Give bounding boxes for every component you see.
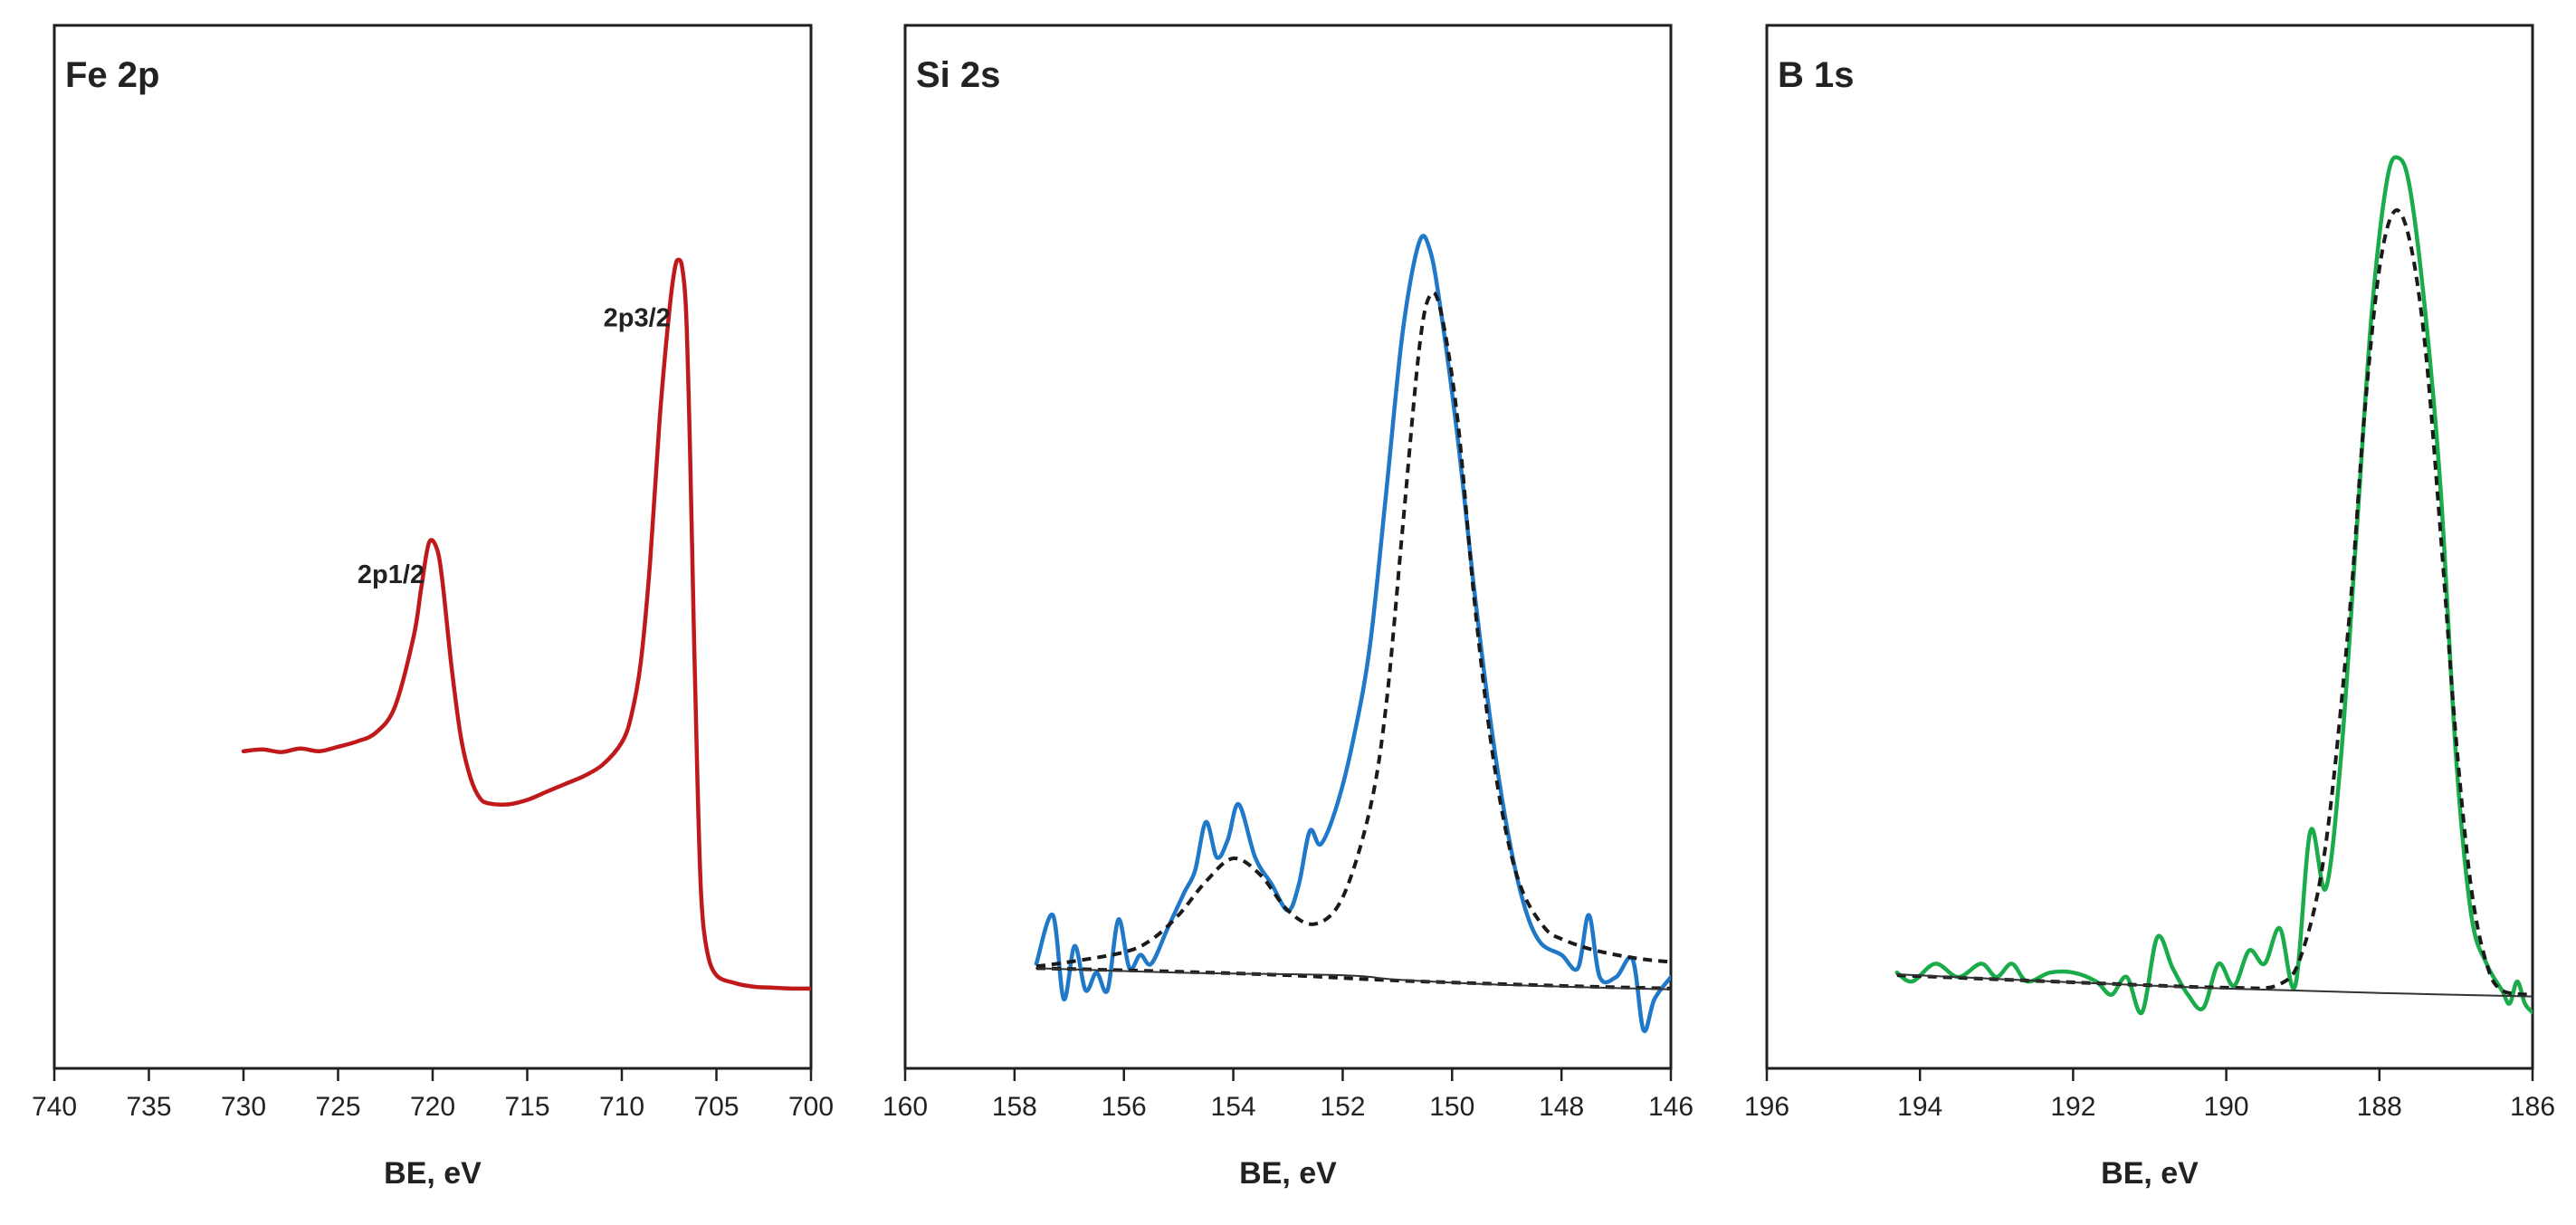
si-2s-series-solid-0 — [1034, 234, 1671, 1034]
b-1s-x-tick-label: 196 — [1744, 1092, 1789, 1122]
si-2s-x-tick-label: 160 — [883, 1092, 928, 1122]
fe-2p-x-tick-label: 705 — [693, 1092, 739, 1122]
si-2s-plot-frame — [903, 24, 1673, 1070]
fe-2p-x-tick-label: 735 — [126, 1092, 171, 1122]
si-2s-panel-title: Si 2s — [916, 55, 1000, 95]
b-1s-panel-title: B 1s — [1778, 55, 1855, 95]
fe-2p-x-tick-label: 715 — [504, 1092, 549, 1122]
b-1s-x-tick-label: 186 — [2510, 1092, 2555, 1122]
b-1s-x-tick-label: 188 — [2357, 1092, 2402, 1122]
fe-2p-x-tick-label: 725 — [315, 1092, 360, 1122]
si-2s-panel: Si 2s BE, eV 160 158 156 154 152 150 148 146 — [883, 24, 1693, 1191]
si-2s-x-tick-label: 152 — [1320, 1092, 1365, 1122]
fe-2p-plot-frame — [52, 24, 813, 1070]
si-2s-series-dashed-1 — [1035, 291, 1671, 969]
si-2s-x-tick-label: 158 — [992, 1092, 1037, 1122]
fe-2p-peak-annotation: 2p3/2 — [604, 303, 671, 332]
b-1s-series-dashed-1 — [1896, 208, 2533, 997]
si-2s-x-axis-label: BE, eV — [1239, 1156, 1337, 1191]
fe-2p-panel-title: Fe 2p — [65, 55, 159, 95]
b-1s-x-tick-label: 194 — [1897, 1092, 1942, 1122]
b-1s-x-axis-label: BE, eV — [2101, 1156, 2199, 1191]
b-1s-series-solid-0 — [1894, 155, 2533, 1016]
b-1s-panel: B 1s BE, eV 196 194 192 190 188 186 — [1744, 24, 2555, 1191]
b-1s-series-thin-2 — [1895, 973, 2533, 998]
fe-2p-series-solid-0 — [241, 257, 811, 991]
fe-2p-peak-annotation: 2p1/2 — [358, 560, 425, 589]
b-1s-x-tick-label: 192 — [2050, 1092, 2095, 1122]
si-2s-x-tick-label: 146 — [1648, 1092, 1693, 1122]
si-2s-x-tick-label: 150 — [1429, 1092, 1474, 1122]
b-1s-plot-frame — [1765, 24, 2534, 1070]
fe-2p-x-tick-label: 700 — [788, 1092, 834, 1122]
si-2s-x-tick-label: 156 — [1102, 1092, 1147, 1122]
fe-2p-x-tick-label: 730 — [221, 1092, 266, 1122]
fe-2p-x-tick-label: 720 — [410, 1092, 455, 1122]
b-1s-x-tick-label: 190 — [2204, 1092, 2249, 1122]
si-2s-x-tick-label: 148 — [1539, 1092, 1584, 1122]
fe-2p-panel: Fe 2p BE, eV 740 735 730 725 720 715 710 705 700… — [32, 24, 834, 1191]
si-2s-x-tick-label: 154 — [1211, 1092, 1256, 1122]
fe-2p-x-tick-label: 710 — [599, 1092, 644, 1122]
fe-2p-x-tick-label: 740 — [32, 1092, 77, 1122]
si-2s-series-thin-3 — [1035, 967, 1671, 991]
fe-2p-x-axis-label: BE, eV — [384, 1156, 482, 1191]
